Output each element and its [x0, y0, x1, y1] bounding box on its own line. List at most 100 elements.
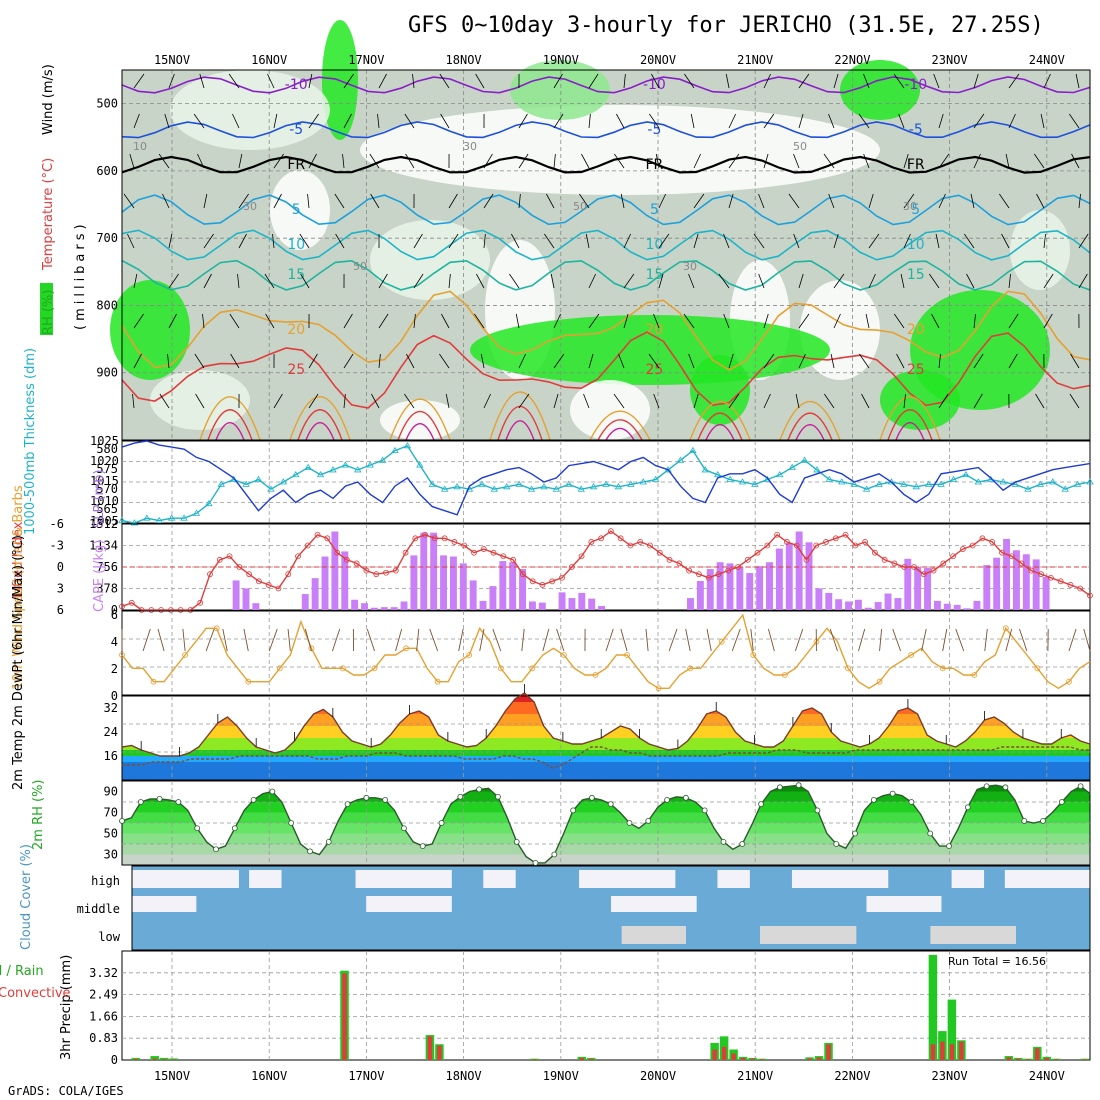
wind-barb: [1069, 393, 1080, 409]
rh-line: [121, 784, 1091, 864]
wind-barb: [550, 273, 555, 289]
thickness-line-marker: [403, 442, 412, 449]
rh-band: [122, 833, 1090, 844]
cloud-high-cell: [270, 870, 282, 888]
cape-bar: [509, 562, 517, 610]
lifted-index-line-marker: [304, 542, 311, 549]
cloud-high-cell: [962, 870, 974, 888]
lifted-index-line-marker: [705, 574, 712, 581]
wind-barb: [763, 113, 775, 129]
wind-speed-line-marker: [245, 678, 252, 685]
wind-barb: [903, 153, 909, 169]
rh-band: [122, 785, 1090, 792]
precip-total-bar: [159, 1057, 169, 1060]
isotherm-label--10: -10: [904, 77, 927, 93]
rh-line-marker: [457, 793, 464, 800]
cloud-high-cell: [728, 870, 740, 888]
wind-speed-line-marker: [718, 638, 725, 645]
lifted-index-line-marker: [1028, 567, 1035, 574]
wind-barb: [518, 353, 526, 369]
day-label-bottom-21NOV: 21NOV: [737, 1069, 773, 1083]
thickness-line-marker: [130, 519, 139, 526]
profile-ylabels: RH (%) Temperature (°C) Wind (m/s) (mill…: [41, 64, 88, 335]
precip-total-bar: [947, 999, 957, 1060]
lifted-index-line-marker: [1057, 578, 1064, 585]
wind-speed-line-marker: [655, 685, 662, 692]
wind-barb: [168, 73, 175, 89]
wind-barb: [404, 393, 415, 409]
cloud-high-cell: [738, 870, 750, 888]
lifted-index-line: [121, 530, 1091, 611]
surface-wind-barb: [879, 628, 883, 652]
cape-bar: [420, 532, 428, 610]
thickness-line-marker: [602, 480, 610, 487]
cloud-high-cell: [834, 870, 846, 888]
wind-barb: [935, 233, 940, 249]
temp-band: [122, 750, 1090, 756]
wind-barb: [237, 273, 240, 289]
cape-bar: [410, 555, 418, 610]
rh-legend-label: RH (%): [41, 290, 56, 335]
wind-barb: [553, 73, 563, 89]
surface-wind-barb: [395, 628, 403, 652]
isotherm-line-5: [121, 194, 1091, 226]
surface-wind-barb: [521, 628, 525, 652]
cloud-high-cell: [408, 870, 420, 888]
lifted-index-line-marker: [979, 535, 986, 542]
rh-line-marker: [532, 860, 539, 866]
surface-wind-barb: [268, 628, 278, 652]
wind-legend-label: Wind (m/s): [41, 64, 56, 135]
lifted-index-line-marker: [216, 556, 223, 563]
rh-line-marker: [1002, 784, 1009, 791]
temp-frame: [121, 695, 1091, 781]
thickness-line-marker: [850, 480, 858, 487]
day-label-bottom-15NOV: 15NOV: [154, 1069, 190, 1083]
wind-barb: [623, 73, 626, 89]
cloud-middle-cell: [163, 896, 176, 912]
lifted-index-line-marker: [255, 578, 262, 585]
wind-speed-line-marker: [1034, 665, 1041, 672]
wind-barb: [515, 313, 520, 329]
day-label-bottom-19NOV: 19NOV: [543, 1069, 579, 1083]
thickness-line-marker: [962, 470, 970, 478]
lifted-index-line-marker: [999, 549, 1005, 556]
rh-line-marker: [852, 830, 858, 837]
rh-line-marker: [363, 794, 370, 801]
precip-convective-bar: [532, 1059, 537, 1060]
thickness-axis-label: 1000-500mb Thickness (dm): [23, 348, 38, 535]
cape-bar: [380, 607, 388, 610]
wind-barb: [830, 353, 835, 369]
cloud-high-cell: [206, 870, 218, 888]
lifted-index-axis-label: Lifted Index: [11, 521, 26, 598]
chart-title: GFS 0~10day 3-hourly for JERICHO (31.5E,…: [408, 13, 1044, 38]
surface-wind-barb: [1083, 628, 1091, 652]
convective-contour: [405, 423, 435, 441]
wind-barb: [999, 193, 1010, 209]
thickness-line-marker: [974, 478, 983, 485]
isotherm-label--5: -5: [647, 122, 661, 138]
cloud-high-cell: [972, 870, 985, 888]
lifted-index-line-marker: [588, 539, 595, 545]
cloud-middle-cell: [142, 896, 154, 912]
wind-barb: [579, 193, 590, 209]
thickness-line-marker: [167, 514, 176, 521]
wind-barb: [758, 193, 765, 209]
cape-tick-378: 378: [96, 582, 118, 596]
wind-barb: [483, 233, 486, 249]
rh-shading-area: [510, 60, 610, 120]
precip-convective-bar: [579, 1057, 585, 1060]
wind-barb: [412, 73, 415, 89]
day-label-top-19NOV: 19NOV: [543, 53, 579, 67]
cape-tick-756: 756: [96, 560, 118, 574]
wind-speed-line-marker: [466, 652, 473, 658]
wind-barb: [763, 393, 771, 409]
wind-barb: [273, 193, 282, 209]
wind-barb: [898, 113, 905, 129]
cloud-low-cell: [642, 926, 655, 944]
surface-wind-barb: [287, 628, 291, 652]
wind-barb: [272, 233, 275, 249]
slp-axis-label: SLP (mb): [92, 469, 107, 528]
wind-speed-line-marker: [150, 678, 157, 685]
cloud-high-cell: [1015, 870, 1027, 888]
